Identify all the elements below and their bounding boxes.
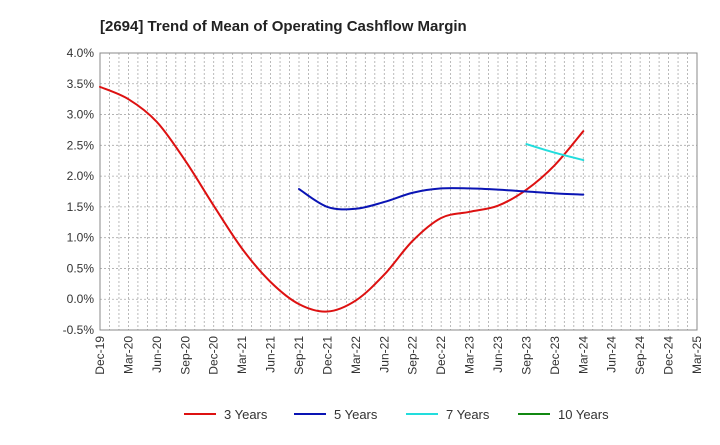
- x-tick-label: Dec-22: [434, 336, 448, 375]
- series-lines: [99, 85, 585, 313]
- y-tick-label: 0.0%: [67, 292, 95, 306]
- x-tick-label: Mar-21: [235, 336, 249, 374]
- x-tick-label: Mar-22: [349, 336, 363, 374]
- x-tick-label: Mar-20: [121, 336, 135, 374]
- legend-label-10-years: 10 Years: [558, 407, 609, 422]
- y-tick-label: 2.5%: [67, 138, 95, 152]
- x-tick-label: Mar-23: [463, 336, 477, 374]
- y-tick-label: 0.5%: [67, 261, 95, 275]
- y-tick-label: 3.5%: [67, 77, 95, 91]
- plot-frame: [99, 52, 698, 331]
- legend: 3 Years 5 Years 7 Years 10 Years: [184, 407, 609, 422]
- legend-label-5-years: 5 Years: [334, 407, 378, 422]
- x-tick-label: Jun-22: [377, 336, 391, 373]
- x-axis-ticks: Dec-19 Mar-20 Jun-20 Sep-20 Dec-20 Mar-21 Jun-…: [93, 336, 704, 375]
- x-tick-label: Dec-20: [207, 336, 221, 375]
- x-tick-label: Dec-24: [662, 336, 676, 375]
- y-tick-label: -0.5%: [63, 323, 95, 337]
- y-tick-label: 3.0%: [67, 108, 95, 122]
- x-tick-label: Mar-25: [690, 336, 704, 374]
- x-tick-label: Dec-23: [548, 336, 562, 375]
- x-tick-label: Sep-22: [406, 336, 420, 375]
- series-line-7-years: [525, 143, 585, 162]
- x-tick-label: Sep-21: [292, 336, 306, 375]
- x-tick-label: Sep-24: [633, 336, 647, 375]
- x-tick-label: Jun-24: [605, 336, 619, 373]
- x-tick-label: Dec-19: [93, 336, 107, 375]
- grid: [100, 53, 697, 330]
- chart-title: [2694] Trend of Mean of Operating Cashfl…: [100, 18, 467, 35]
- y-axis-ticks: -0.5% 0.0% 0.5% 1.0% 1.5% 2.0% 2.5% 3.0% 3.5% 4.0…: [63, 46, 95, 337]
- x-tick-label: Mar-24: [576, 336, 590, 374]
- x-tick-label: Jun-23: [491, 336, 505, 373]
- x-tick-label: Sep-20: [178, 336, 192, 375]
- series-line-3-years: [99, 85, 585, 313]
- x-tick-label: Sep-23: [519, 336, 533, 375]
- y-tick-label: 1.5%: [67, 200, 95, 214]
- axes: [99, 52, 698, 331]
- x-tick-label: Jun-21: [264, 336, 278, 373]
- y-tick-label: 2.0%: [67, 169, 95, 183]
- legend-label-3-years: 3 Years: [224, 407, 268, 422]
- y-tick-label: 1.0%: [67, 231, 95, 245]
- y-tick-label: 4.0%: [67, 46, 95, 60]
- legend-label-7-years: 7 Years: [446, 407, 490, 422]
- series-line-5-years: [298, 187, 585, 211]
- x-tick-label: Dec-21: [320, 336, 334, 375]
- x-tick-label: Jun-20: [150, 336, 164, 373]
